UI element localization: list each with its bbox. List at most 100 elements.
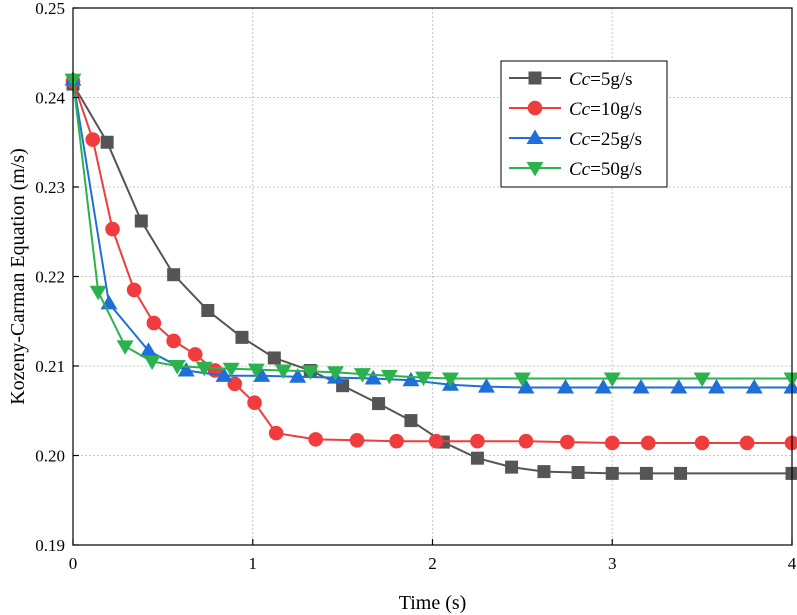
data-point bbox=[428, 433, 444, 449]
series-cc-50g-s bbox=[64, 73, 797, 388]
legend-item: Cc=10g/s bbox=[509, 99, 642, 120]
data-point bbox=[289, 368, 307, 383]
data-point bbox=[364, 370, 382, 385]
x-tick-label: 0 bbox=[69, 554, 78, 573]
data-point bbox=[247, 363, 265, 379]
data-point bbox=[100, 135, 114, 149]
legend-label-value: =5g/s bbox=[590, 69, 632, 90]
data-point bbox=[349, 432, 365, 448]
data-point bbox=[632, 379, 650, 394]
data-point bbox=[274, 364, 292, 379]
y-tick-label: 0.23 bbox=[35, 178, 65, 197]
x-tick-label: 4 bbox=[788, 554, 797, 573]
data-point bbox=[415, 371, 432, 387]
data-point bbox=[402, 371, 420, 387]
data-point bbox=[560, 434, 575, 450]
legend-item: Cc=5g/s bbox=[509, 69, 633, 90]
x-tick-label: 3 bbox=[608, 554, 617, 573]
data-point bbox=[404, 414, 418, 428]
data-point bbox=[140, 342, 157, 357]
data-point bbox=[708, 379, 725, 394]
y-tick-label: 0.21 bbox=[35, 357, 65, 376]
legend-label-value: =10g/s bbox=[590, 99, 642, 120]
x-tick-label: 1 bbox=[249, 554, 258, 573]
legend-label: Cc=50g/s bbox=[569, 159, 642, 180]
series-layer bbox=[64, 71, 797, 480]
data-point bbox=[470, 433, 485, 449]
data-point bbox=[134, 214, 148, 228]
data-point bbox=[442, 372, 459, 388]
legend-label: Cc=5g/s bbox=[569, 69, 633, 90]
series-line bbox=[72, 83, 792, 475]
legend-item: Cc=50g/s bbox=[509, 159, 642, 180]
legend-label-var: Cc bbox=[569, 159, 591, 180]
data-point bbox=[222, 362, 240, 378]
legend-label: Cc=25g/s bbox=[569, 129, 642, 150]
data-point bbox=[253, 367, 271, 382]
data-point bbox=[785, 466, 797, 480]
data-point bbox=[527, 100, 543, 116]
data-point bbox=[389, 433, 404, 449]
data-point bbox=[674, 466, 688, 480]
data-point bbox=[639, 466, 653, 480]
data-point bbox=[603, 372, 621, 388]
data-point bbox=[89, 285, 107, 301]
data-point bbox=[745, 379, 763, 394]
legend-item: Cc=25g/s bbox=[509, 129, 642, 150]
x-axis-title: Time (s) bbox=[399, 592, 467, 614]
data-point bbox=[670, 379, 688, 394]
data-point bbox=[594, 379, 612, 394]
data-point bbox=[195, 361, 213, 377]
data-point bbox=[640, 435, 656, 451]
data-point bbox=[518, 433, 534, 449]
data-point bbox=[301, 365, 319, 380]
data-point bbox=[105, 221, 120, 237]
legend-label-var: Cc bbox=[569, 129, 591, 150]
data-point bbox=[537, 465, 551, 479]
data-point bbox=[380, 369, 398, 385]
data-point bbox=[116, 340, 134, 355]
y-tick-label: 0.24 bbox=[35, 89, 65, 108]
data-point bbox=[353, 368, 371, 383]
data-point bbox=[326, 366, 344, 381]
data-point bbox=[693, 372, 711, 388]
data-point bbox=[308, 432, 323, 447]
legend-label: Cc=10g/s bbox=[569, 99, 642, 120]
data-point bbox=[571, 466, 585, 480]
data-point bbox=[528, 71, 542, 85]
data-point bbox=[604, 435, 620, 451]
data-point bbox=[605, 466, 619, 480]
grid bbox=[73, 8, 792, 545]
y-axis-title: Kozeny-Carman Equation (m/s) bbox=[7, 148, 29, 405]
series-cc-5g-s bbox=[66, 77, 797, 480]
data-point bbox=[470, 451, 484, 465]
data-point bbox=[268, 425, 284, 441]
data-point bbox=[187, 347, 203, 362]
data-point bbox=[739, 435, 755, 451]
data-point bbox=[167, 268, 181, 282]
data-point bbox=[783, 372, 797, 388]
data-point bbox=[517, 379, 535, 394]
x-tick-label: 2 bbox=[428, 554, 437, 573]
data-point bbox=[526, 162, 544, 177]
y-tick-label: 0.22 bbox=[35, 268, 65, 287]
data-point bbox=[143, 355, 161, 370]
data-point bbox=[526, 129, 544, 144]
data-point bbox=[166, 333, 181, 349]
data-point bbox=[168, 360, 186, 375]
data-point bbox=[513, 372, 531, 388]
data-point bbox=[85, 132, 101, 147]
data-point bbox=[784, 435, 797, 451]
ticks: 0 1 2 3 4 0.19 0.20 0.21 0.22 0.23 0.24 0.25 bbox=[35, 0, 797, 573]
data-point bbox=[557, 379, 574, 394]
data-point bbox=[372, 397, 386, 411]
legend-label-value: =25g/s bbox=[590, 129, 642, 150]
data-point bbox=[177, 362, 195, 377]
y-tick-label: 0.25 bbox=[35, 0, 65, 18]
data-point bbox=[247, 395, 262, 410]
data-point bbox=[235, 330, 249, 344]
series-line bbox=[72, 79, 792, 389]
data-point bbox=[215, 367, 233, 382]
data-point bbox=[477, 378, 495, 393]
